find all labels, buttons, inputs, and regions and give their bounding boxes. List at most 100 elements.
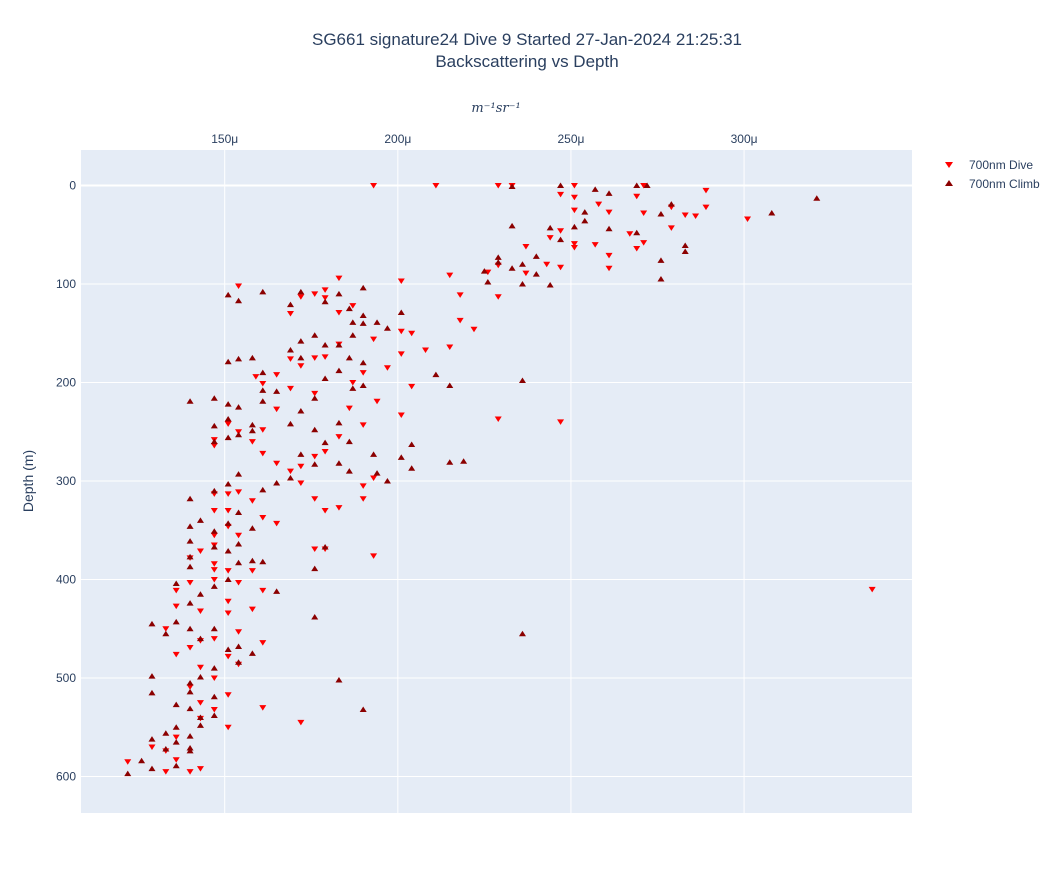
climb-point-152 <box>148 673 156 679</box>
climb-point-136 <box>186 705 194 712</box>
climb-point-137 <box>210 693 218 700</box>
dive-point-16 <box>744 216 752 222</box>
climb-point-44 <box>383 325 391 331</box>
climb-point-114 <box>248 557 256 564</box>
dive-point-92 <box>335 505 343 511</box>
climb-point-53 <box>297 354 305 361</box>
dive-point-120 <box>210 577 218 583</box>
climb-point-131 <box>210 665 218 671</box>
climb-point-144 <box>186 733 194 739</box>
climb-point-82 <box>335 419 343 426</box>
climb-point-167 <box>186 744 194 751</box>
dive-point-107 <box>210 508 218 514</box>
climb-point-108 <box>210 544 218 550</box>
climb-point-133 <box>186 679 194 686</box>
dive-point-100 <box>311 546 319 552</box>
dive-point-86 <box>210 443 218 449</box>
dive-point-72 <box>373 398 381 405</box>
climb-point-111 <box>248 525 256 531</box>
dive-point-30 <box>522 244 530 250</box>
dive-point-67 <box>349 379 357 386</box>
climb-point-1 <box>557 182 565 188</box>
climb-point-42 <box>359 312 367 319</box>
dive-point-33 <box>522 270 530 277</box>
x-axis-ticks: 150μ 200μ 250μ 300μ <box>211 132 757 146</box>
dive-point-58 <box>286 356 294 362</box>
climb-point-47 <box>349 332 357 338</box>
climb-point-117 <box>224 576 232 583</box>
dive-point-21 <box>640 240 648 246</box>
dive-point-117 <box>248 568 256 574</box>
climb-point-21 <box>532 253 540 259</box>
climb-point-105 <box>186 553 194 560</box>
dive-point-37 <box>446 272 454 279</box>
dive-point-56 <box>321 354 329 360</box>
climb-point-78 <box>311 395 319 401</box>
dive-point-70 <box>408 383 416 390</box>
legend[interactable]: 700nm Dive 700nm Climb <box>945 158 1040 191</box>
climb-point-98 <box>235 471 243 477</box>
dive-point-153 <box>297 719 305 726</box>
dive-point-65 <box>235 283 243 289</box>
legend-item-dive[interactable]: 700nm Dive <box>945 158 1033 172</box>
climb-point-101 <box>186 495 194 502</box>
climb-point-19 <box>557 236 565 243</box>
climb-point-29 <box>508 222 516 229</box>
dive-point-0 <box>370 182 378 189</box>
dive-point-90 <box>311 496 319 502</box>
dive-point-2 <box>494 182 502 189</box>
dive-point-79 <box>286 468 294 475</box>
climb-point-59 <box>359 382 367 388</box>
dive-point-134 <box>196 664 204 671</box>
climb-point-66 <box>224 401 232 407</box>
climb-point-54 <box>345 354 353 361</box>
dive-point-13 <box>570 207 578 214</box>
dive-point-94 <box>359 483 367 489</box>
dive-point-27 <box>546 235 554 241</box>
climb-point-3 <box>605 190 613 196</box>
climb-point-116 <box>235 559 243 566</box>
climb-point-2 <box>591 186 599 192</box>
dive-point-40 <box>456 317 464 324</box>
dive-point-123 <box>172 603 180 610</box>
dive-point-60 <box>273 372 281 378</box>
dive-point-39 <box>470 326 478 333</box>
climb-point-75 <box>259 387 267 393</box>
climb-point-69 <box>210 422 218 429</box>
climb-point-57 <box>321 375 329 382</box>
x-tick-label-3: 300μ <box>731 132 758 146</box>
dive-point-12 <box>702 204 710 211</box>
dive-point-32 <box>543 261 551 268</box>
legend-item-climb[interactable]: 700nm Climb <box>945 177 1040 191</box>
dive-point-96 <box>494 416 502 422</box>
climb-point-130 <box>235 659 243 665</box>
climb-point-17 <box>581 217 589 224</box>
dive-point-81 <box>259 450 267 457</box>
dive-point-108 <box>224 508 232 514</box>
climb-point-73 <box>248 421 256 428</box>
climb-point-40 <box>335 290 343 297</box>
climb-point-7 <box>667 201 675 207</box>
dive-point-9 <box>633 193 641 200</box>
climb-point-76 <box>273 388 281 394</box>
climb-point-128 <box>235 643 243 650</box>
climb-point-58 <box>349 385 357 391</box>
dive-point-18 <box>681 212 689 219</box>
climb-point-48 <box>335 342 343 348</box>
climb-point-129 <box>248 650 256 656</box>
dive-point-142 <box>224 724 232 731</box>
climb-point-122 <box>172 618 180 625</box>
dive-point-101 <box>273 520 281 527</box>
dive-point-4 <box>570 182 578 189</box>
dive-point-95 <box>370 475 378 482</box>
y-tick-label-5: 500 <box>56 671 76 685</box>
dive-point-127 <box>259 640 267 646</box>
climb-point-109 <box>224 520 232 526</box>
dive-point-71 <box>397 412 405 419</box>
climb-point-150 <box>124 770 132 777</box>
dive-point-15 <box>640 210 648 217</box>
climb-point-141 <box>148 736 156 742</box>
climb-point-161 <box>460 458 468 464</box>
y-tick-label-0: 0 <box>69 178 76 192</box>
climb-point-113 <box>224 547 232 554</box>
